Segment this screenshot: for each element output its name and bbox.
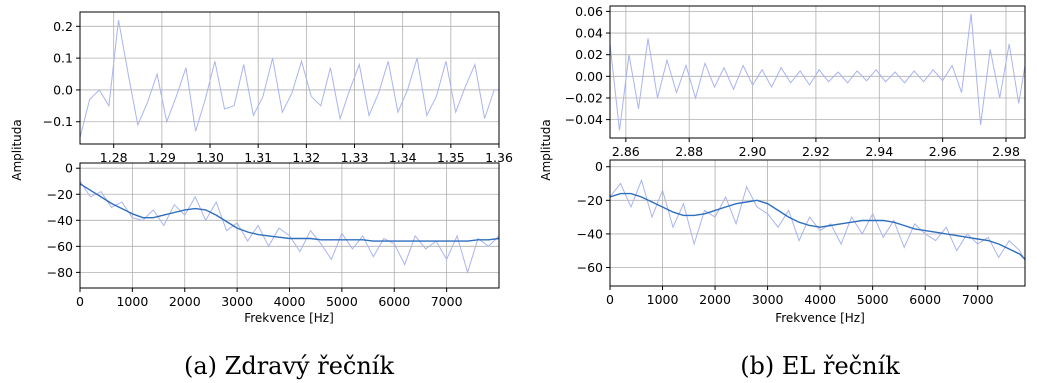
x-tick-label: 2.86 <box>612 144 640 159</box>
y-tick-label: 0.04 <box>575 26 603 41</box>
series-line-smoothed <box>80 183 499 242</box>
x-tick-label: 1.33 <box>341 150 369 165</box>
y-tick-label: −0.04 <box>565 112 603 127</box>
x-tick-label: 3000 <box>752 292 784 307</box>
axes-frame <box>79 11 500 145</box>
x-tick-label: 5000 <box>326 294 358 309</box>
x-tick-label: 2000 <box>169 294 201 309</box>
panel-b-bottom-spectrum: 0 1000 2000 3000 4000 5000 6000 7000 −60 −40 −20 0 <box>577 159 1026 307</box>
x-tick-label: 1.35 <box>437 150 465 165</box>
series-line-raw <box>610 178 1025 262</box>
xlabel-b: Frekvence [Hz] <box>775 311 865 325</box>
ylabel-b: Amplituda <box>539 119 553 180</box>
series-line-raw <box>610 13 1025 131</box>
x-tick-label: 1.36 <box>485 150 513 165</box>
x-tick-label: 2.98 <box>992 144 1020 159</box>
axes-frame <box>609 5 1026 139</box>
y-tick-label: 0.2 <box>53 19 73 34</box>
ylabel-a: Amplituda <box>10 119 24 180</box>
x-tick-label: 5000 <box>857 292 889 307</box>
series-line-smoothed <box>610 192 1025 260</box>
x-tick-label: 6000 <box>909 292 941 307</box>
y-tick-label: 0 <box>595 159 603 174</box>
y-tick-label: −40 <box>47 213 73 228</box>
y-tick-label: −0.02 <box>565 90 603 105</box>
y-tick-label: −40 <box>577 226 603 241</box>
x-tick-label: 1000 <box>647 292 679 307</box>
x-tick-label: 3000 <box>221 294 253 309</box>
panel-a-bottom-spectrum: 0 1000 2000 3000 4000 5000 6000 7000 −80 −60 −40 −2… <box>47 161 500 309</box>
axes-frame <box>609 159 1026 287</box>
caption-b: (b) EL řečník <box>740 352 900 380</box>
x-tick-label: 1000 <box>116 294 148 309</box>
x-tick-label: 6000 <box>378 294 410 309</box>
x-tick-label: 1.34 <box>389 150 417 165</box>
x-tick-label: 1.28 <box>100 150 128 165</box>
x-tick-label: 4000 <box>804 292 836 307</box>
series-line-raw <box>80 180 499 275</box>
y-tick-label: 0.0 <box>53 82 73 97</box>
y-tick-label: 0.1 <box>53 51 73 66</box>
x-tick-label: 2.90 <box>739 144 767 159</box>
y-tick-label: 0.02 <box>575 47 603 62</box>
y-tick-label: −20 <box>47 187 73 202</box>
x-tick-label: 7000 <box>431 294 463 309</box>
x-tick-label: 1.32 <box>292 150 320 165</box>
y-tick-label: −80 <box>47 265 73 280</box>
x-tick-label: 0 <box>76 294 84 309</box>
x-tick-label: 2.94 <box>865 144 893 159</box>
panel-b-top-waveform: 2.86 2.88 2.90 2.92 2.94 2.96 2.98 −0.04 −0.02 0.… <box>565 4 1026 159</box>
x-tick-label: 2000 <box>699 292 731 307</box>
y-tick-label: 0.06 <box>575 4 603 19</box>
x-tick-label: 0 <box>606 292 614 307</box>
x-tick-label: 4000 <box>274 294 306 309</box>
x-tick-label: 1.29 <box>148 150 176 165</box>
y-tick-label: 0 <box>65 161 73 176</box>
y-tick-label: −60 <box>47 239 73 254</box>
x-tick-label: 1.30 <box>196 150 224 165</box>
x-tick-label: 1.31 <box>244 150 272 165</box>
y-tick-label: −60 <box>577 260 603 275</box>
x-tick-label: 2.88 <box>675 144 703 159</box>
xlabel-a: Frekvence [Hz] <box>244 311 334 325</box>
x-tick-label: 7000 <box>962 292 994 307</box>
y-tick-label: −20 <box>577 193 603 208</box>
x-tick-label: 2.96 <box>929 144 957 159</box>
series-line-raw <box>80 19 499 138</box>
y-tick-label: −0.1 <box>43 114 73 129</box>
y-tick-label: 0.00 <box>575 69 603 84</box>
x-tick-label: 2.92 <box>802 144 830 159</box>
panel-a-top-waveform: 1.28 1.29 1.30 1.31 1.32 1.33 1.34 1.35 1.36 −0.1… <box>43 11 513 165</box>
caption-a: (a) Zdravý řečník <box>184 352 394 380</box>
